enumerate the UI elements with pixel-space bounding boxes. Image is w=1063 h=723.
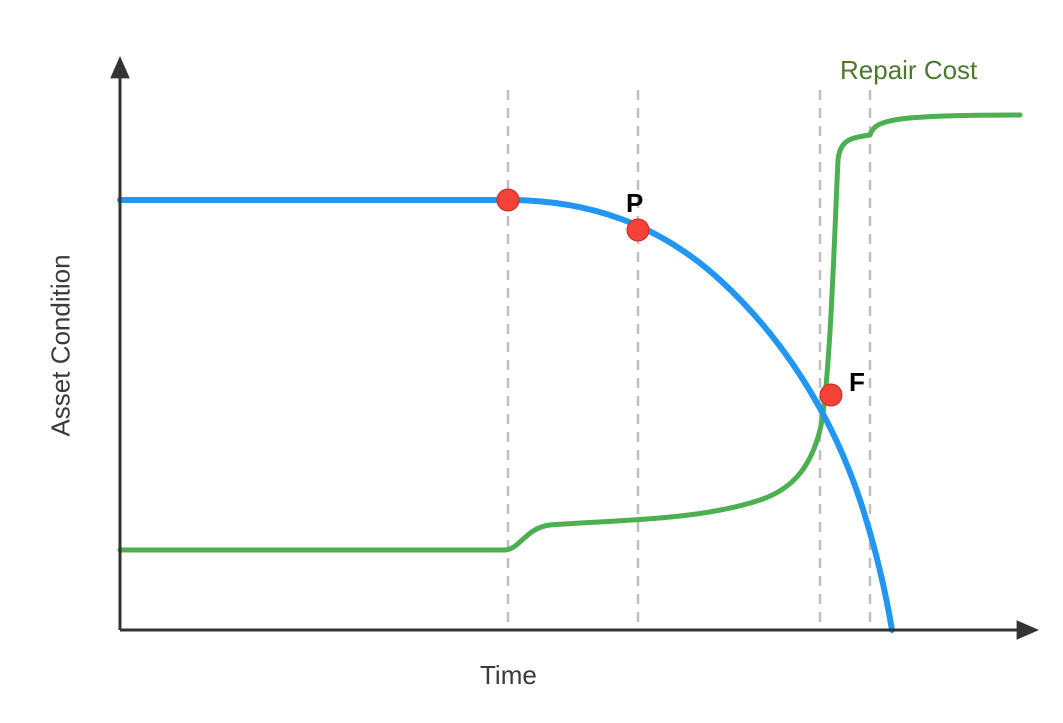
- x-axis-label: Time: [480, 660, 537, 691]
- chart-svg: [20, 20, 1043, 703]
- marker-P: [627, 219, 649, 241]
- marker-label-P: P: [626, 188, 643, 219]
- repair-cost-curve: [120, 115, 1020, 550]
- x-axis-arrow-icon: [1017, 620, 1039, 640]
- marker-label-F: F: [849, 367, 865, 398]
- marker-start: [497, 189, 519, 211]
- asset-condition-curve: [120, 200, 892, 630]
- repair-cost-label: Repair Cost: [840, 55, 977, 86]
- marker-F: [820, 384, 842, 406]
- pf-curve-chart: Asset Condition Time Repair Cost P F: [20, 20, 1043, 703]
- y-axis-label: Asset Condition: [46, 254, 77, 436]
- y-axis-arrow-icon: [110, 56, 130, 78]
